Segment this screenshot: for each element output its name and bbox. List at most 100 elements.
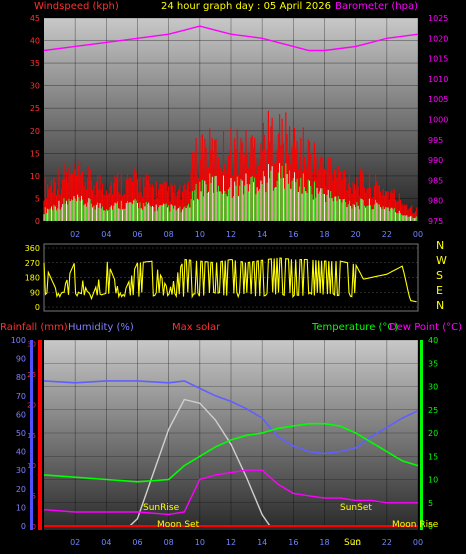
windspeed-tick-label: 40 <box>30 37 40 46</box>
humidity-line <box>43 380 419 455</box>
max-solar-label: Max solar <box>172 322 221 333</box>
humidity-tick-label: 30 <box>16 466 26 475</box>
x-tick-label: 20 <box>351 230 361 239</box>
humidity-axis-bar <box>30 340 33 530</box>
barometer-series <box>43 25 419 52</box>
x-tick-label: 00 <box>413 230 423 239</box>
compass-letter: N <box>436 299 444 312</box>
compass-letter: W <box>436 254 447 267</box>
direction-tick-label: 270 <box>25 259 40 268</box>
humidity-tick-label: 60 <box>16 410 26 419</box>
humidity-tick-label: 70 <box>16 392 26 401</box>
direction-panel-ticks: 0 90 180 270 360 <box>25 244 40 312</box>
direction-tick-label: 360 <box>25 244 40 253</box>
humidity-tick-label: 90 <box>16 355 26 364</box>
temperature-tick-label: 0 <box>428 522 433 531</box>
rainfall-axis-bar <box>38 340 42 530</box>
dewpoint-line <box>43 469 418 516</box>
barometer-tick-label: 1025 <box>428 14 448 23</box>
x-tick-label: 18 <box>319 230 329 239</box>
barometer-tick-label: 1010 <box>428 75 448 84</box>
windspeed-tick-label: 10 <box>30 172 40 181</box>
chart-title: 24 hour graph day : 05 April 2026 <box>161 1 331 12</box>
temperature-tick-label: 15 <box>428 452 438 461</box>
sunset-tick-label: Sun <box>344 538 361 548</box>
compass-letter: S <box>436 269 443 282</box>
temperature-tick-label: 30 <box>428 383 438 392</box>
humidity-tick-label: 50 <box>16 429 26 438</box>
barometer-tick-label: 1000 <box>428 116 448 125</box>
windspeed-tick-label: 5 <box>35 194 40 203</box>
sunset-label: SunSet <box>340 503 372 513</box>
humidity-axis-title: Humidity (%) <box>68 322 134 333</box>
humidity-tick-label: 100 <box>11 336 26 345</box>
temperature-axis-bar <box>420 340 423 530</box>
barometer-tick-label: 1020 <box>428 34 448 43</box>
x-tick-label: 12 <box>226 538 236 547</box>
temp-panel-series <box>43 380 419 527</box>
compass-letter: N <box>436 239 444 252</box>
temperature-tick-label: 5 <box>428 499 433 508</box>
direction-series <box>43 257 417 303</box>
temperature-tick-label: 10 <box>428 476 438 485</box>
barometer-tick-label: 1015 <box>428 55 448 64</box>
max-solar-line <box>44 398 418 527</box>
rainfall-axis-title: Rainfall (mm) <box>0 322 68 333</box>
x-tick-label: 16 <box>288 230 298 239</box>
x-tick-label: 14 <box>257 538 267 547</box>
x-tick-label: 12 <box>226 230 236 239</box>
barometer-line <box>43 25 419 52</box>
x-tick-label: 20 <box>351 538 361 547</box>
x-tick-label: 06 <box>132 538 142 547</box>
x-tick-label: 04 <box>101 230 111 239</box>
windspeed-tick-label: 30 <box>30 82 40 91</box>
x-tick-label: 18 <box>319 538 329 547</box>
windspeed-tick-label: 45 <box>30 14 40 23</box>
windspeed-axis-title: Windspeed (kph) <box>34 1 119 12</box>
humidity-tick-label: 0 <box>21 522 26 531</box>
x-tick-label: 10 <box>195 538 205 547</box>
windspeed-tick-label: 25 <box>30 104 40 113</box>
temperature-line <box>43 422 419 483</box>
moonrise-label: Moon Rise <box>392 520 439 530</box>
sunrise-label: SunRise <box>143 503 180 513</box>
windspeed-tick-label: 15 <box>30 149 40 158</box>
humidity-tick-label: 40 <box>16 448 26 457</box>
direction-tick-label: 180 <box>25 274 40 283</box>
x-tick-label: 10 <box>195 230 205 239</box>
x-tick-label: 22 <box>382 230 392 239</box>
x-tick-label: 08 <box>164 230 174 239</box>
temperature-axis-title: Temperature (°C) <box>311 322 398 333</box>
x-tick-label: 14 <box>257 230 267 239</box>
temperature-tick-label: 20 <box>428 429 438 438</box>
barometer-tick-label: 975 <box>428 217 443 226</box>
direction-tick-label: 0 <box>35 303 40 312</box>
dewpoint-axis-title: Dew Point (°C) <box>389 322 462 333</box>
x-tick-label: 06 <box>132 230 142 239</box>
compass-letter: E <box>436 284 443 297</box>
barometer-axis-title: Barometer (hpa) <box>335 1 418 12</box>
windspeed-tick-label: 35 <box>30 59 40 68</box>
wind-panel-ticks: 0510152025303540459759809859909951000100… <box>30 14 449 239</box>
windspeed-tick-label: 20 <box>30 127 40 136</box>
rainfall-tick-label: 5 <box>32 493 36 501</box>
humidity-tick-label: 10 <box>16 503 26 512</box>
direction-tick-label: 90 <box>30 288 40 297</box>
windspeed-tick-label: 0 <box>35 217 40 226</box>
humidity-tick-label: 80 <box>16 373 26 382</box>
x-tick-label: 08 <box>164 538 174 547</box>
humidity-tick-label: 20 <box>16 485 26 494</box>
wind-direction-line <box>43 257 417 303</box>
barometer-tick-label: 980 <box>428 197 443 206</box>
barometer-tick-label: 1005 <box>428 95 448 104</box>
x-tick-label: 22 <box>382 538 392 547</box>
x-tick-label: 02 <box>70 538 80 547</box>
x-tick-label: 02 <box>70 230 80 239</box>
wind-series <box>43 110 418 221</box>
temperature-tick-label: 40 <box>428 336 438 345</box>
temperature-tick-label: 25 <box>428 406 438 415</box>
temperature-tick-label: 35 <box>428 359 438 368</box>
barometer-tick-label: 995 <box>428 136 443 145</box>
